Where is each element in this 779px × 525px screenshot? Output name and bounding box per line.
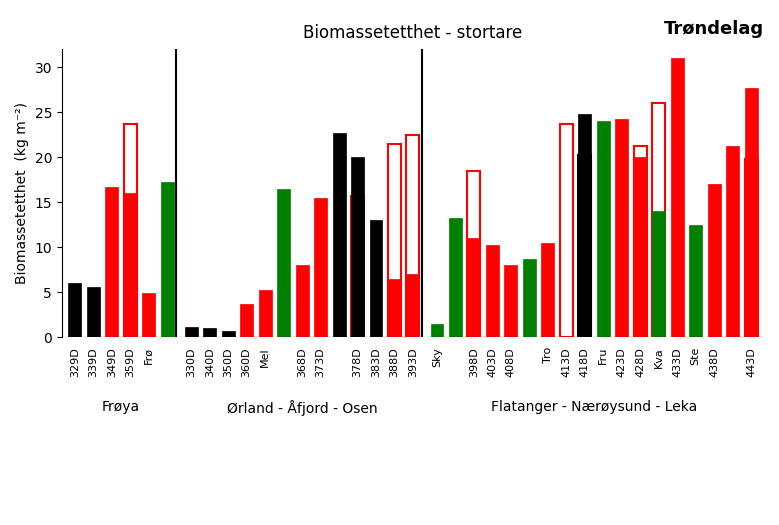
Bar (222, 331, 234, 338)
Bar (240, 304, 253, 338)
Bar (560, 124, 573, 338)
Bar (486, 245, 499, 338)
Text: Ørland - Åfjord - Osen: Ørland - Åfjord - Osen (227, 401, 377, 416)
Bar (597, 121, 610, 338)
Bar (69, 284, 81, 338)
Bar (578, 155, 591, 338)
Bar (634, 145, 647, 338)
Bar (467, 238, 481, 338)
Bar (388, 144, 401, 338)
Bar (449, 217, 462, 338)
Bar (726, 146, 739, 338)
Bar (333, 133, 346, 338)
Bar (578, 114, 591, 338)
Bar (745, 159, 757, 338)
Bar (407, 275, 419, 338)
Bar (277, 189, 290, 338)
Bar (185, 327, 198, 338)
Bar (160, 182, 174, 338)
Text: Flatanger - Nærøysund - Leka: Flatanger - Nærøysund - Leka (491, 401, 697, 414)
Bar (615, 119, 628, 338)
Bar (671, 58, 684, 338)
Bar (295, 265, 308, 338)
Bar (689, 225, 702, 338)
Bar (124, 124, 137, 338)
Bar (652, 103, 665, 338)
Text: Frøya: Frøya (102, 401, 140, 414)
Bar (634, 158, 647, 338)
Bar (105, 187, 118, 338)
Text: Trøndelag: Trøndelag (664, 19, 764, 38)
Bar (407, 135, 419, 338)
Bar (203, 328, 217, 338)
Bar (745, 88, 757, 338)
Bar (707, 184, 721, 338)
Bar (124, 193, 137, 338)
Bar (369, 220, 382, 338)
Bar (259, 290, 272, 338)
Bar (467, 171, 481, 338)
Bar (505, 265, 517, 338)
Bar (431, 324, 443, 338)
Bar (351, 158, 364, 338)
Bar (351, 196, 364, 338)
Title: Biomassetetthet - stortare: Biomassetetthet - stortare (303, 24, 523, 42)
Bar (652, 211, 665, 338)
Bar (86, 287, 100, 338)
Bar (388, 279, 401, 338)
Bar (143, 293, 155, 338)
Bar (523, 259, 536, 338)
Bar (541, 243, 555, 338)
Bar (314, 198, 327, 338)
Y-axis label: Biomassetetthet  (kg m⁻²): Biomassetetthet (kg m⁻²) (15, 102, 29, 284)
